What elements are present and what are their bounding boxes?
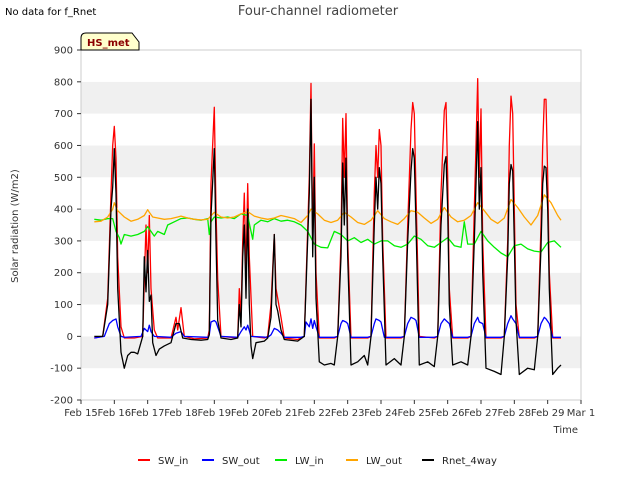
y-axis-ticks: -200 -100 0 100 200 300 400 500 600 700 800 900 [50,46,81,407]
series-line-rnet-4way [94,98,562,376]
y-tick-label: 300 [54,236,73,247]
chart-legend: SW_in SW_out LW_in LW_out Rnet_4way [138,456,497,467]
x-tick-label: Feb 24 [364,408,398,419]
plot-area [80,49,582,401]
x-tick-label: Feb 28 [498,408,532,419]
plot-band [81,50,581,82]
plot-band [81,240,581,273]
plot-band [81,368,581,400]
x-tick-label: Mar 1 [567,408,595,419]
y-tick-label: 500 [54,173,73,184]
x-axis-label: Time [553,425,578,436]
y-tick-label: -200 [50,396,73,407]
x-tick-label: Feb 18 [164,408,198,419]
plot-band [81,177,581,210]
legend-label: SW_out [222,456,260,467]
series-line-lw-in [94,213,562,258]
station-badge: HS_met [80,32,140,51]
no-data-note: No data for f_Rnet [5,7,97,18]
x-tick-label: Feb 27 [464,408,498,419]
series-line-sw-out [94,315,561,339]
plot-band [81,145,581,178]
chart-title: Four-channel radiometer [238,4,399,19]
plot-background-bands [81,50,581,400]
legend-label: Rnet_4way [442,456,497,467]
legend-label: LW_in [295,456,324,467]
station-badge-shape [80,32,140,51]
y-tick-label: 0 [67,332,73,343]
plot-band [81,81,581,114]
x-tick-label: Feb 15 [64,408,98,419]
x-tick-label: Feb 23 [331,408,365,419]
x-axis-ticks: Feb 15 Feb 16 Feb 17 Feb 18 Feb 19 Feb 20 Feb … [64,400,595,419]
y-tick-label: 400 [54,205,73,216]
plot-band [81,272,581,305]
y-tick-label: 600 [54,141,73,152]
y-axis-label: Solar radiation (W/m2) [10,169,21,283]
station-badge-label: HS_met [87,38,130,49]
plot-band [81,304,581,337]
x-tick-label: Feb 21 [264,408,298,419]
y-tick-label: 200 [54,268,73,279]
x-tick-label: Feb 26 [431,408,465,419]
plot-band [81,113,581,146]
x-tick-label: Feb 29 [531,408,565,419]
x-tick-label: Feb 25 [398,408,432,419]
y-tick-label: 900 [54,46,73,57]
x-tick-label: Feb 20 [231,408,265,419]
x-tick-label: Feb 22 [298,408,332,419]
x-tick-label: Feb 16 [98,408,132,419]
y-tick-label: 700 [54,109,73,120]
y-tick-label: -100 [50,364,73,375]
legend-label: SW_in [158,456,188,467]
x-tick-label: Feb 19 [198,408,232,419]
x-tick-label: Feb 17 [131,408,165,419]
plot-band [81,209,581,241]
legend-label: LW_out [366,456,402,467]
y-tick-label: 100 [54,300,73,311]
series-layer [94,77,562,376]
y-tick-label: 800 [54,77,73,88]
